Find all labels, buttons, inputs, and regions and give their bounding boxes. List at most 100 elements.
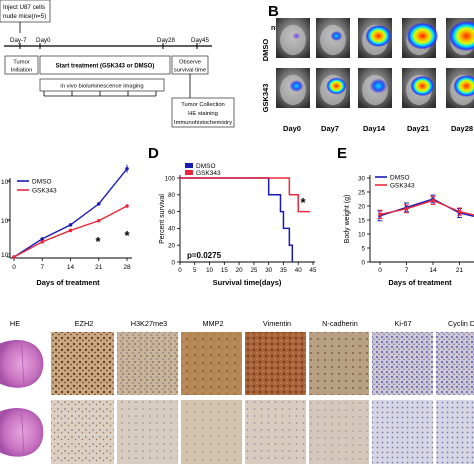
panel-d: D Percent survival 0 20 40 60 80 100 0 5 10 15 20… <box>148 145 317 287</box>
c-point <box>68 223 73 227</box>
luminescence-signal <box>369 78 388 94</box>
ihc-header-6: Ki-67 <box>394 319 411 328</box>
ihc-header-3: MMP2 <box>202 319 223 328</box>
day-label-14: Day14 <box>363 124 386 133</box>
collection-line3: Immunohistochemistry <box>174 120 232 126</box>
d-ylabel: Percent survival <box>159 194 166 244</box>
luminescence-signal <box>406 22 439 50</box>
panel-b-letter: B <box>268 3 279 20</box>
e-legend-gsk: GSK343 <box>390 183 415 190</box>
collection-box <box>171 97 235 128</box>
c-xtick-label: 28 <box>123 264 131 271</box>
d-ytick-label: 80 <box>168 192 175 199</box>
row-label-gsk343: GSK343 <box>261 84 270 113</box>
e-xtick-label: 14 <box>429 267 437 274</box>
e-xtick-label: 0 <box>378 267 382 274</box>
d-legend-gsk: GSK343 <box>196 170 221 177</box>
luminescence-signal <box>326 77 347 95</box>
treatment-box <box>39 55 171 75</box>
c-xtick-label: 7 <box>40 264 44 271</box>
brain-section <box>0 339 44 388</box>
day-label-0: Day0 <box>283 124 301 133</box>
c-point <box>125 166 129 171</box>
ihc-tile <box>436 400 474 464</box>
e-point <box>431 198 435 203</box>
d-xtick-label: 20 <box>236 267 243 274</box>
label-day45: Day45 <box>191 37 209 44</box>
c-point <box>125 204 129 208</box>
d-legend-gsk-swatch <box>185 170 193 175</box>
brain-section <box>0 408 44 457</box>
ihc-tile <box>372 400 433 464</box>
inject-box <box>0 0 51 23</box>
d-legend-dmso: DMSO <box>196 163 216 170</box>
inject-line1: Inject U87 cells <box>3 4 45 11</box>
d-legend-dmso-swatch <box>185 163 193 168</box>
ihc-tile <box>117 400 178 464</box>
day-label-28: Day28 <box>451 124 473 133</box>
label-day-minus7: Day-7 <box>10 37 27 44</box>
d-series-gsk343-step <box>180 177 311 213</box>
d-xtick-label: 25 <box>250 267 257 274</box>
label-day28: Day28 <box>157 37 175 44</box>
e-point <box>378 212 382 217</box>
d-ytick-label: 0 <box>172 259 176 266</box>
luminescence-signal <box>292 32 301 40</box>
ihc-tile <box>181 400 242 464</box>
c-point <box>96 218 101 223</box>
imaging-box <box>39 78 165 92</box>
d-xtick-label: 40 <box>295 267 302 274</box>
c-ytick-1e6: 10⁶ <box>1 252 11 259</box>
imaging-label: in vivo bioluminescence imaging <box>60 84 143 90</box>
d-ytick-label: 40 <box>168 226 175 233</box>
c-xlabel: Days of treatment <box>36 278 100 287</box>
c-point <box>40 240 45 244</box>
luminescence-signal <box>289 80 304 92</box>
c-point <box>12 255 16 259</box>
collection-line2: HE staining <box>188 111 218 117</box>
panel-e-letter: E <box>337 145 347 162</box>
ihc-header-5: N-cadherin <box>322 319 358 328</box>
d-ytick-label: 60 <box>168 209 175 216</box>
day-label-7: Day7 <box>321 124 339 133</box>
panel-a: Inject U87 cells nude mice(n=5) Day-7 Da… <box>0 0 235 128</box>
d-xtick-label: 15 <box>221 267 228 274</box>
c-star-day21: * <box>95 234 101 249</box>
c-legend-dmso: DMSO <box>32 179 52 186</box>
c-xtick-label: 21 <box>95 264 103 271</box>
ihc-tile <box>245 332 306 395</box>
treatment-label: Start treatment (GSK343 or DMSO) <box>56 64 155 70</box>
e-ytick-label: 15 <box>358 217 365 224</box>
d-star: * <box>300 195 306 210</box>
panel-b: B n=5 DMSO GSK343 Day0 Day7 Day14 Day21 … <box>261 3 474 133</box>
c-point <box>40 237 45 241</box>
luminescence-signal <box>410 75 435 97</box>
d-ytick-label: 100 <box>165 175 176 182</box>
c-point <box>68 228 73 233</box>
ihc-tile <box>436 332 474 395</box>
e-ytick-label: 20 <box>358 203 365 210</box>
panel-d-letter: D <box>148 145 159 162</box>
panel-c: 10⁸ 10⁷ 10⁶ 0 7 14 21 28 Days of treatment D… <box>1 164 132 287</box>
c-ytick-1e7: 10⁷ <box>1 218 11 225</box>
c-point <box>96 202 101 206</box>
d-pvalue: p=0.0275 <box>187 251 222 260</box>
ihc-tile <box>117 332 178 395</box>
d-series-dmso-step <box>180 177 294 262</box>
c-ytick-1e8: 10⁸ <box>1 179 11 186</box>
e-ytick-label: 25 <box>358 189 365 196</box>
ihc-tile <box>51 400 114 464</box>
e-ylabel: Body weight (g) <box>344 195 351 244</box>
ihc-tile <box>51 332 114 395</box>
ihc-header-1: EZH2 <box>75 319 94 328</box>
e-ytick-label: 10 <box>358 231 365 238</box>
d-xtick-label: 30 <box>265 267 272 274</box>
e-ytick-label: 0 <box>362 259 366 266</box>
ihc-header-0: HE <box>10 319 20 328</box>
collection-line1: Tumor Collection <box>181 102 225 108</box>
brain-midline <box>21 412 25 455</box>
ihc-header-7: Cyclin D1 <box>448 319 474 328</box>
observe-line2: survival time <box>174 68 206 74</box>
tumor-initiation-box <box>4 55 39 75</box>
